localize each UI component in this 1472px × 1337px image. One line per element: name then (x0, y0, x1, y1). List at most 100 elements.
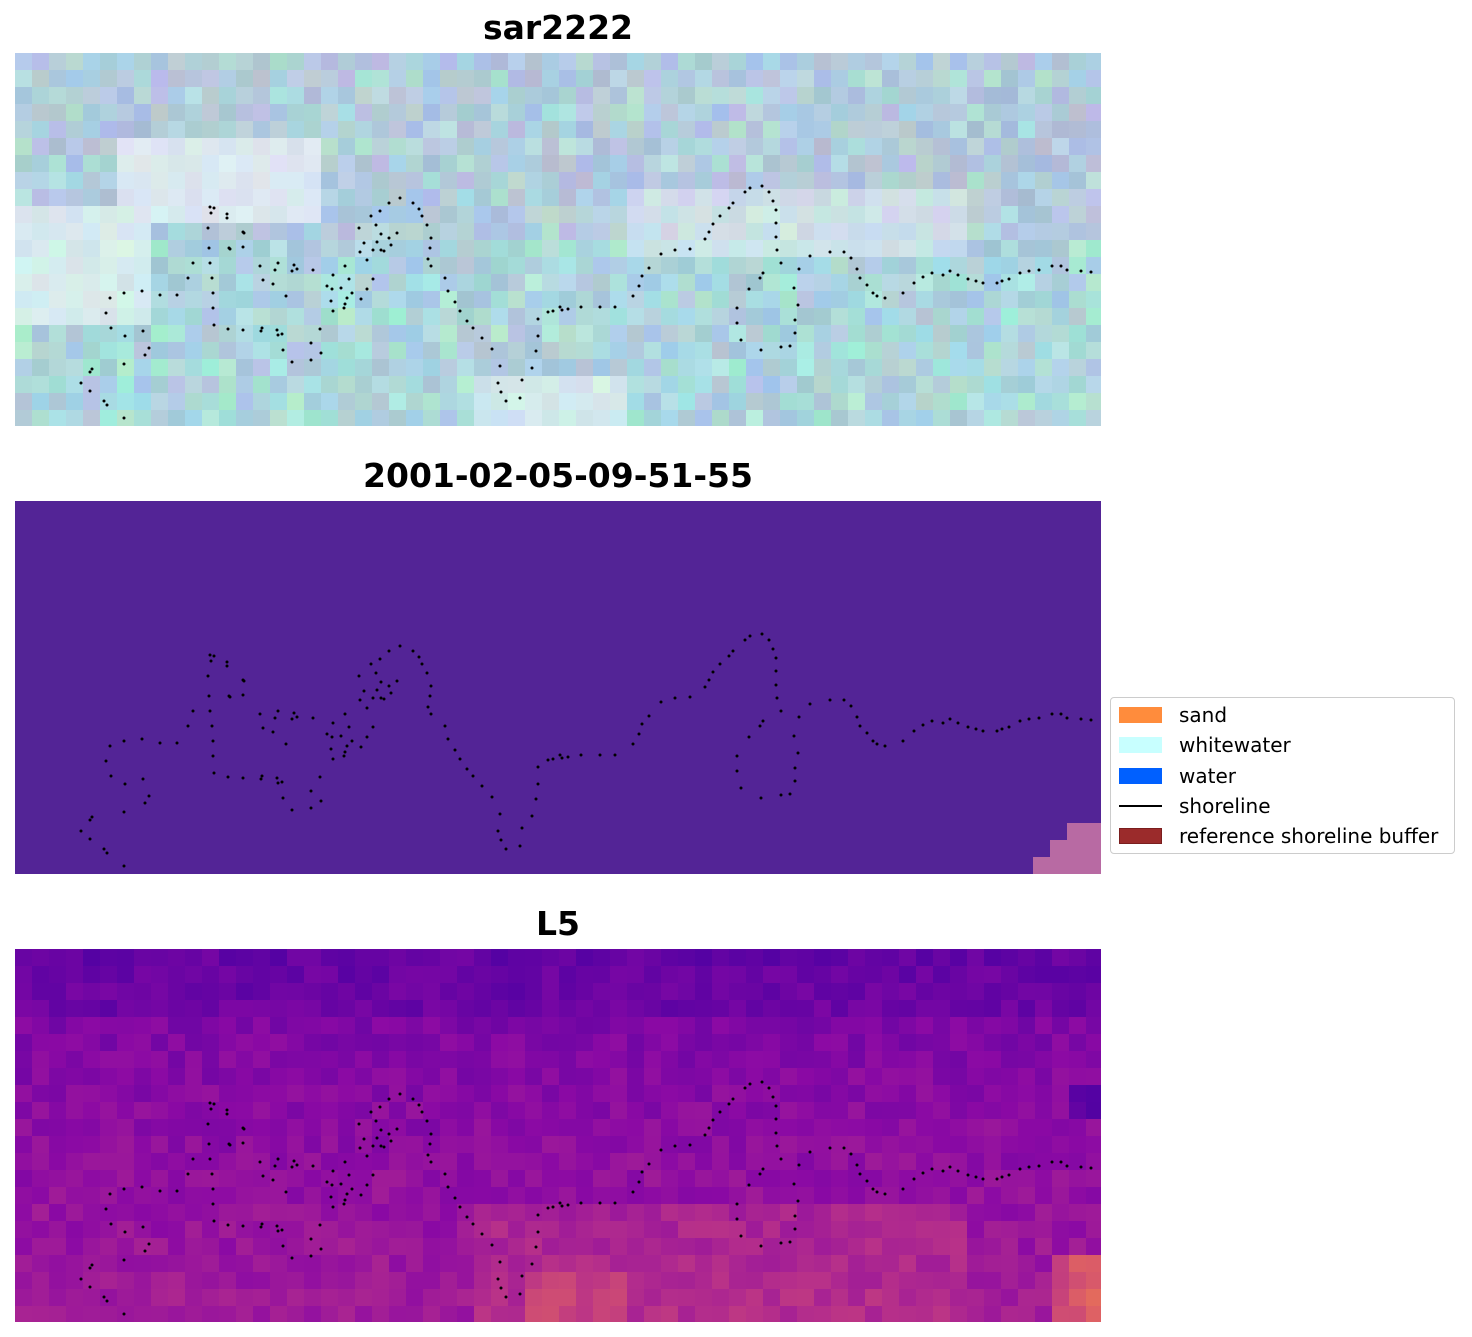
raster-cell (83, 257, 100, 274)
shoreline-point (318, 327, 322, 331)
raster-cell (899, 1085, 916, 1102)
raster-cell (185, 1085, 202, 1102)
raster-cell (15, 1170, 32, 1187)
raster-cell (168, 1153, 185, 1170)
raster-cell (899, 410, 916, 426)
raster-cell (542, 410, 559, 426)
raster-cell (967, 1034, 984, 1051)
raster-cell (100, 393, 117, 410)
raster-cell (440, 172, 457, 189)
shoreline-point (342, 1202, 346, 1206)
shoreline-point (88, 837, 92, 841)
raster-cell (389, 325, 406, 342)
raster-cell (168, 1017, 185, 1034)
shoreline-point (109, 326, 113, 330)
raster-cell (406, 949, 423, 966)
raster-cell (763, 121, 780, 138)
shoreline-point (727, 1102, 731, 1106)
shoreline-point (767, 190, 771, 194)
raster-cell (593, 206, 610, 223)
shoreline-point (875, 1190, 879, 1194)
raster-cell (933, 1153, 950, 1170)
shoreline-point (339, 734, 343, 738)
raster-cell (32, 1153, 49, 1170)
raster-cell (474, 1102, 491, 1119)
raster-cell (542, 1136, 559, 1153)
raster-cell (117, 1102, 134, 1119)
raster-cell (746, 223, 763, 240)
raster-cell (729, 966, 746, 983)
raster-cell (15, 1085, 32, 1102)
raster-cell (151, 308, 168, 325)
raster-cell (610, 70, 627, 87)
raster-cell (831, 376, 848, 393)
raster-cell (746, 104, 763, 121)
raster-cell (882, 376, 899, 393)
raster-cell (865, 189, 882, 206)
raster-cell (1086, 223, 1101, 240)
raster-cell (933, 1000, 950, 1017)
raster-cell (746, 138, 763, 155)
raster-cell (831, 291, 848, 308)
raster-cell (457, 70, 474, 87)
raster-cell (848, 223, 865, 240)
raster-cell (117, 1051, 134, 1068)
raster-cell (304, 223, 321, 240)
raster-cell (32, 1136, 49, 1153)
raster-cell (542, 359, 559, 376)
shoreline-point (379, 1128, 383, 1132)
shoreline-point (948, 269, 952, 273)
raster-cell (372, 87, 389, 104)
raster-cell (831, 1102, 848, 1119)
shoreline-point (350, 291, 354, 295)
raster-cell (406, 1068, 423, 1085)
raster-cell (168, 70, 185, 87)
raster-cell (593, 121, 610, 138)
raster-cell (967, 1102, 984, 1119)
raster-cell (168, 155, 185, 172)
raster-cell (678, 393, 695, 410)
raster-cell (304, 308, 321, 325)
raster-cell (967, 172, 984, 189)
raster-cell (270, 1051, 287, 1068)
raster-cell (559, 1034, 576, 1051)
raster-cell (729, 240, 746, 257)
raster-cell (389, 172, 406, 189)
raster-cell (406, 104, 423, 121)
raster-cell (610, 410, 627, 426)
raster-cell (763, 53, 780, 70)
shoreline-point (102, 399, 106, 403)
raster-cell (202, 1034, 219, 1051)
raster-cell (236, 949, 253, 966)
legend-label: sand (1179, 703, 1228, 727)
raster-cell (797, 87, 814, 104)
raster-cell (287, 949, 304, 966)
raster-cell (32, 1170, 49, 1187)
raster-cell (372, 376, 389, 393)
raster-cell (712, 70, 729, 87)
shoreline-point (518, 844, 522, 848)
raster-cell (780, 1000, 797, 1017)
raster-cell (389, 257, 406, 274)
raster-cell (763, 983, 780, 1000)
raster-cell (763, 308, 780, 325)
shoreline-point (490, 795, 494, 799)
raster-cell (542, 1051, 559, 1068)
raster-cell (746, 410, 763, 426)
shoreline-point (727, 206, 731, 210)
raster-cell (593, 223, 610, 240)
raster-cell (814, 206, 831, 223)
shoreline-point (1059, 712, 1063, 716)
raster-cell (746, 949, 763, 966)
raster-cell (270, 1017, 287, 1034)
raster-cell (576, 966, 593, 983)
raster-cell (66, 104, 83, 121)
raster-cell (695, 325, 712, 342)
shoreline-point (747, 1183, 751, 1187)
raster-cell (423, 376, 440, 393)
raster-cell (899, 393, 916, 410)
raster-cell (1035, 983, 1052, 1000)
raster-cell (831, 1034, 848, 1051)
raster-cell (950, 138, 967, 155)
raster-cell (1035, 291, 1052, 308)
